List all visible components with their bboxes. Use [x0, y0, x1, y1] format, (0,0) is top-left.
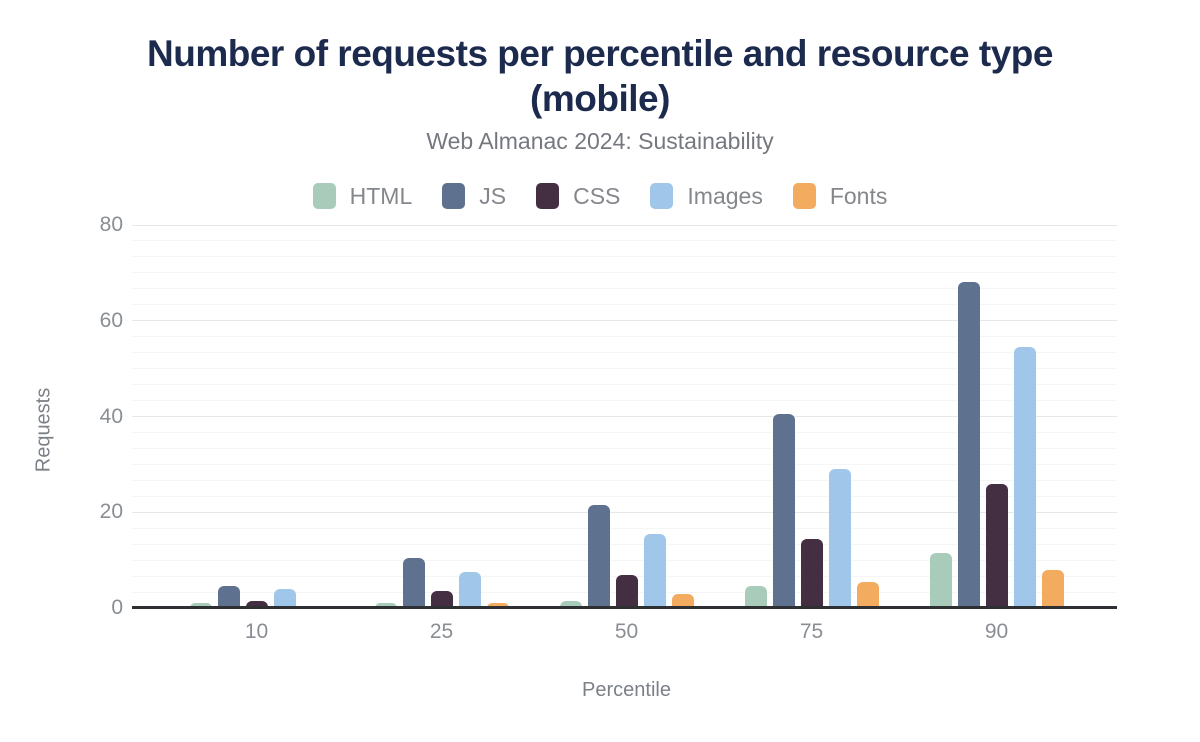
legend-swatch-icon: [312, 183, 336, 209]
bar-js-p25[interactable]: [402, 557, 425, 608]
minor-gridline: [132, 288, 1117, 290]
minor-gridline: [132, 368, 1117, 370]
minor-gridline: [132, 384, 1117, 386]
bar-css-p10[interactable]: [245, 600, 268, 608]
bar-js-p10[interactable]: [217, 586, 240, 608]
legend-item-js[interactable]: JS: [442, 183, 506, 210]
legend-swatch-icon: [792, 183, 816, 209]
bar-js-p50[interactable]: [587, 505, 610, 608]
legend-item-fonts[interactable]: Fonts: [792, 182, 888, 210]
chart-title: Number of requests per percentile and re…: [147, 33, 1053, 119]
major-gridline: [132, 416, 1117, 417]
bar-css-p50[interactable]: [615, 574, 638, 608]
bar-js-p90[interactable]: [957, 282, 980, 608]
minor-gridline: [132, 495, 1117, 497]
y-axis-title: Requests: [32, 387, 55, 473]
legend-swatch-icon: [442, 183, 466, 209]
minor-gridline: [132, 431, 1117, 433]
minor-gridline: [132, 240, 1117, 242]
x-axis-title: Percentile: [582, 679, 671, 701]
legend-swatch-icon: [650, 183, 674, 209]
x-axis-tick-label: 75: [799, 620, 824, 643]
bar-css-p75[interactable]: [800, 538, 823, 608]
x-axis-tick-label: 90: [984, 620, 1009, 643]
legend-item-label: Fonts: [829, 182, 888, 209]
bar-group-p50: [534, 225, 719, 608]
x-axis-tick-label: 50: [614, 620, 639, 643]
bar-group-p10: [164, 225, 349, 608]
bar-fonts-p75[interactable]: [856, 581, 879, 608]
minor-gridline: [132, 400, 1117, 402]
bar-css-p90[interactable]: [985, 483, 1008, 608]
bar-group-p75: [719, 225, 904, 608]
bar-images-p10[interactable]: [273, 588, 296, 608]
plot-area: [132, 224, 1117, 609]
minor-gridline: [132, 463, 1117, 465]
minor-gridline: [132, 527, 1117, 529]
bar-fonts-p50[interactable]: [671, 593, 694, 608]
bar-images-p75[interactable]: [828, 469, 851, 608]
bars-container: [164, 225, 1089, 608]
bar-html-p90[interactable]: [929, 552, 952, 608]
bar-fonts-p25[interactable]: [486, 603, 509, 608]
x-axis-tick-label: 10: [244, 620, 269, 643]
bar-html-p75[interactable]: [744, 586, 767, 608]
x-axis-tick-labels: 10 25 50 75 90: [164, 620, 1089, 643]
major-gridline: [132, 320, 1117, 322]
minor-gridline: [132, 559, 1117, 561]
minor-gridline: [132, 336, 1117, 338]
bar-html-p10[interactable]: [189, 603, 212, 608]
legend-item-label: CSS: [573, 182, 621, 209]
chart-subtitle: Web Almanac 2024: Sustainability: [426, 128, 774, 154]
bar-css-p25[interactable]: [430, 591, 453, 608]
legend-item-label: HTML: [349, 182, 413, 209]
legend-item-images[interactable]: Images: [650, 182, 763, 210]
legend-item-label: JS: [479, 182, 507, 209]
y-axis-tick-label: 0: [111, 596, 123, 619]
bar-js-p75[interactable]: [772, 414, 795, 608]
legend-item-label: Images: [687, 182, 763, 209]
bar-images-p25[interactable]: [458, 572, 481, 608]
minor-gridline: [132, 256, 1117, 258]
minor-gridline: [132, 543, 1117, 545]
y-axis-tick-label: 40: [99, 404, 123, 428]
minor-gridline: [132, 352, 1117, 354]
y-axis-tick-label: 60: [99, 308, 123, 332]
bar-images-p90[interactable]: [1013, 347, 1036, 608]
bar-group-p90: [904, 225, 1089, 608]
minor-gridline: [132, 304, 1117, 306]
bar-html-p25[interactable]: [374, 603, 397, 608]
bar-images-p50[interactable]: [643, 533, 666, 608]
legend-swatch-icon: [536, 183, 560, 209]
bar-html-p50[interactable]: [559, 600, 582, 608]
bar-fonts-p90[interactable]: [1041, 569, 1064, 608]
x-axis-line: [132, 606, 1117, 609]
minor-gridline: [132, 447, 1117, 449]
minor-gridline: [132, 479, 1117, 481]
major-gridline: [132, 511, 1117, 513]
legend-item-html[interactable]: HTML: [312, 182, 413, 210]
legend: HTML JS CSS Images Fonts: [0, 181, 1200, 211]
minor-gridline: [132, 272, 1117, 274]
legend-item-css[interactable]: CSS: [536, 183, 620, 210]
y-axis-tick-label: 20: [99, 500, 123, 524]
major-gridline: [132, 224, 1117, 226]
bar-group-p25: [349, 225, 534, 608]
y-axis-tick-label: 80: [99, 213, 123, 236]
x-axis-tick-label: 25: [429, 620, 454, 643]
